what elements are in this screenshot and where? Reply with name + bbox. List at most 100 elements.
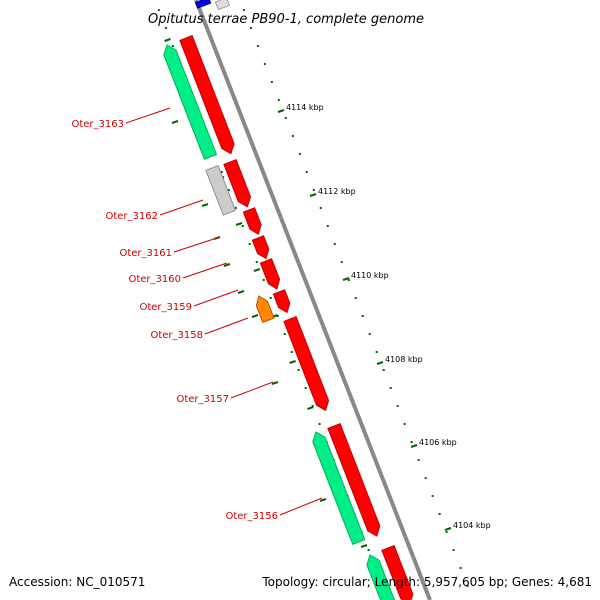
scale-dot <box>248 243 251 245</box>
scale-dot <box>347 279 350 281</box>
tick-label: 4112 kbp <box>318 187 356 196</box>
scale-dot <box>354 297 357 299</box>
scale-dot <box>255 261 258 263</box>
scale-dot <box>157 9 160 11</box>
scale-dot <box>333 243 336 245</box>
inner-tick <box>171 120 179 124</box>
cds-block <box>366 554 396 600</box>
tick-mark <box>376 361 384 365</box>
inner-tick <box>271 381 279 385</box>
gene-label: Oter_3162 <box>105 211 158 222</box>
ring-dash <box>164 38 171 42</box>
scale-dot <box>410 441 413 443</box>
ring-dash <box>289 360 296 364</box>
scale-dot <box>438 513 441 515</box>
scale-dot <box>171 45 174 47</box>
label-leader-line <box>159 199 204 216</box>
gene-label: Oter_3159 <box>139 302 192 313</box>
cds-blue <box>194 0 212 9</box>
tick-mark <box>342 277 350 281</box>
scale-dot <box>234 207 237 209</box>
label-leader-line <box>279 497 323 516</box>
scale-dot <box>459 567 462 569</box>
scale-dot <box>304 387 307 389</box>
scale-dot <box>305 171 308 173</box>
scale-dot <box>220 171 223 173</box>
tick-label: 4104 kbp <box>453 521 491 530</box>
cds-gray-top <box>214 0 231 11</box>
gene-label: Oter_3156 <box>225 511 278 522</box>
scale-dot <box>424 477 427 479</box>
inner-tick <box>223 263 231 267</box>
cds-block <box>327 422 381 537</box>
gene-label: Oter_3163 <box>71 119 124 130</box>
cds-block <box>255 295 275 324</box>
scale-dot <box>311 405 314 407</box>
scale-dot <box>403 423 406 425</box>
ring-dash <box>360 544 368 548</box>
cds-block <box>205 164 237 216</box>
tick-mark <box>277 109 285 113</box>
tick-label: 4106 kbp <box>419 438 457 447</box>
genome-summary-text: Topology: circular; Length: 5,957,605 bp… <box>261 575 592 589</box>
accession-text: Accession: NC_010571 <box>9 575 145 589</box>
scale-dot <box>396 405 399 407</box>
scale-dot <box>298 153 301 155</box>
backbone <box>184 0 432 600</box>
scale-dot <box>262 279 265 281</box>
scale-dot <box>277 99 280 101</box>
scale-dot <box>367 549 370 551</box>
tick-label: 4110 kbp <box>351 271 389 280</box>
gene-label: Oter_3157 <box>176 394 229 405</box>
gene-track <box>163 0 414 600</box>
scale-dot <box>340 261 343 263</box>
scale-dot <box>452 549 455 551</box>
cds-block <box>242 207 262 235</box>
map-title: Opitutus terrae PB90-1, complete genome <box>148 12 424 27</box>
scale-dot <box>269 297 272 299</box>
scale-dot <box>242 9 245 11</box>
tick-track: 4114 kbp 4112 kbp 4110 kbp 4108 kbp 4106 kbp… <box>171 103 491 531</box>
cds-block <box>163 44 218 160</box>
inner-tick <box>251 314 259 318</box>
gene-label-track: Oter_3163 Oter_3162 Oter_3161 Oter_3160 Oter… <box>71 107 323 522</box>
inner-tick <box>319 498 327 502</box>
cds-block <box>312 431 366 546</box>
scale-dot <box>326 225 329 227</box>
scale-dot <box>389 387 392 389</box>
cds-block <box>381 544 414 600</box>
ring-dash <box>235 222 243 226</box>
scale-dot <box>249 27 252 29</box>
tick-label: 4114 kbp <box>286 103 324 112</box>
cds-block <box>251 235 270 260</box>
inner-tick <box>201 203 209 207</box>
cds-block <box>179 34 235 155</box>
ring-dash <box>307 406 314 410</box>
scale-dot <box>284 117 287 119</box>
ring-dash <box>253 268 261 272</box>
scale-dot <box>318 423 321 425</box>
label-leader-line <box>204 317 249 335</box>
tick-mark <box>309 193 317 197</box>
scale-dot <box>431 495 434 497</box>
gene-label: Oter_3160 <box>128 274 181 285</box>
scale-dot <box>361 315 364 317</box>
gene-label: Oter_3158 <box>150 330 203 341</box>
scale-dot <box>445 531 448 533</box>
scale-dot <box>368 333 371 335</box>
scale-dot <box>227 189 230 191</box>
scale-dot <box>375 351 378 353</box>
label-leader-line <box>230 381 274 399</box>
label-leader-line <box>173 237 218 253</box>
scale-dot <box>283 333 286 335</box>
scale-dot <box>312 189 315 191</box>
label-leader-line <box>193 289 239 307</box>
gene-label: Oter_3161 <box>119 248 172 259</box>
scale-dot <box>241 225 244 227</box>
scale-dot <box>256 45 259 47</box>
scale-dot <box>270 81 273 83</box>
tick-mark <box>410 444 418 448</box>
label-leader-line <box>182 262 228 279</box>
cds-block <box>259 258 281 290</box>
